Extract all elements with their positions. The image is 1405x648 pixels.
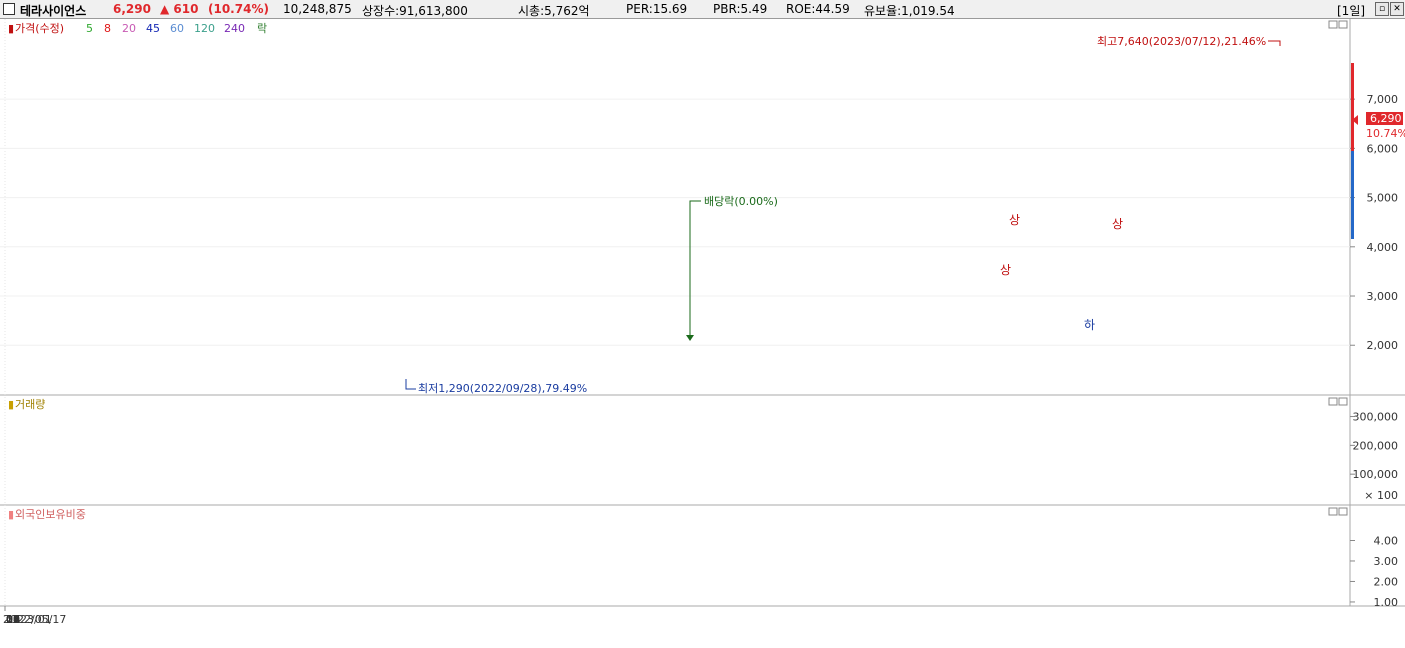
legend-ex-dividend: 락 (257, 22, 267, 35)
volume-tick-label: 200,000 (1353, 439, 1399, 452)
panel-minimize-icon[interactable] (1328, 20, 1338, 29)
grid-lines (0, 19, 1350, 606)
x-tick-label: 2022/05/17 (3, 613, 66, 626)
current-price-tag-value: 6,290 (1370, 112, 1402, 125)
price-panel (0, 19, 1350, 395)
legend-ma45: 45 (146, 22, 160, 35)
price-tick-label: 6,000 (1367, 142, 1399, 155)
x-tick-label: 09 (6, 613, 20, 626)
x-tick-label: 11 (6, 613, 20, 626)
dividend-marker-line (689, 200, 701, 338)
annotation-limit-up-1: 상 (1000, 263, 1011, 277)
x-axis-ticks: 2022/05/170708091011122023/0102030405060… (3, 606, 66, 626)
foreign-tick-label: 3.00 (1374, 555, 1399, 568)
legend-foreign-label: 외국인보유비중 (15, 508, 86, 521)
foreign-tick-label: 1.00 (1374, 596, 1399, 609)
legend-ma5: 5 (86, 22, 93, 35)
y-axis-ticks: 7,000 6,000 5,000 4,000 3,000 2,000 300,000 200… (1350, 93, 1398, 609)
foreign-tick-label: 2.00 (1374, 575, 1399, 588)
dividend-arrow-icon (686, 335, 694, 341)
current-price-tag-pct: 10.74% (1366, 127, 1405, 140)
price-change-pct: (10.74%) (208, 2, 269, 16)
volume-panel-minimize-icon[interactable] (1328, 397, 1338, 406)
market-cap: 시총:5,762억 (518, 4, 590, 18)
listed-shares: 상장수:91,613,800 (362, 4, 468, 18)
current-price: 6,290 (113, 2, 151, 16)
legend-ma8: 8 (104, 22, 111, 35)
x-tick-label: 07 (6, 613, 20, 626)
annotation-high: 최고7,640(2023/07/12),21.46% (1097, 35, 1266, 48)
retention-ratio: 유보율:1,019.54 (864, 4, 955, 18)
price-tick-label: 7,000 (1367, 93, 1399, 106)
price-range-down-bar (1351, 151, 1354, 239)
annotation-limit-up-2: 상 (1009, 213, 1020, 227)
foreign-panel-minimize-icon[interactable] (1328, 507, 1338, 516)
legend-foreign-marker: ▮ (8, 508, 14, 521)
volume-tick-label: 300,000 (1353, 411, 1399, 424)
legend-ma120: 120 (194, 22, 215, 35)
annotation-limit-down: 하 (1084, 318, 1095, 332)
maximize-icon[interactable]: ▫ (1375, 2, 1389, 16)
volume-tick-label: 100,000 (1353, 468, 1399, 481)
annotation-limit-up-3: 상 (1112, 217, 1123, 231)
price-change: ▲ 610 (160, 2, 199, 16)
trade-volume: 10,248,875 (283, 2, 352, 16)
x-tick-label: 12 (6, 613, 20, 626)
price-tick-label: 2,000 (1367, 339, 1399, 352)
high-arrow-icon (1268, 40, 1281, 46)
pbr-value: PBR:5.49 (713, 2, 768, 16)
low-arrow-icon (405, 379, 416, 390)
x-tick-label: 08 (6, 613, 20, 626)
x-tick-label: 06 (6, 613, 20, 626)
title-bar: 테라사이언스 6,290 ▲ 610 (10.74%) 10,248,875 상… (0, 0, 1405, 19)
legend-marker: ▮ (8, 22, 14, 35)
legend-ma20: 20 (122, 22, 136, 35)
legend-volume-marker: ▮ (8, 398, 14, 411)
current-price-tag (1366, 112, 1403, 125)
x-tick-label: 03 (6, 613, 20, 626)
roe-value: ROE:44.59 (786, 2, 850, 16)
foreign-tick-label: 4.00 (1374, 534, 1399, 547)
current-price-pointer-icon (1352, 115, 1358, 125)
close-icon[interactable]: ✕ (1390, 2, 1404, 16)
x-tick-label: 07 (6, 613, 20, 626)
select-checkbox[interactable] (3, 3, 15, 15)
x-tick-label: 04 (6, 613, 20, 626)
timeframe-selector[interactable]: [1일] (1337, 4, 1366, 18)
legend-price-label: 가격(수정) (15, 22, 64, 35)
x-tick-label: 02 (6, 613, 20, 626)
price-range-up-bar (1351, 63, 1354, 151)
price-tick-label: 4,000 (1367, 241, 1399, 254)
x-tick-label: 2023/01 (6, 613, 52, 626)
annotation-low: 최저1,290(2022/09/28),79.49% (418, 382, 587, 395)
legend-ma240: 240 (224, 22, 245, 35)
stock-name: 테라사이언스 (20, 4, 87, 18)
price-tick-label: 3,000 (1367, 290, 1399, 303)
foreign-panel-close-icon[interactable] (1338, 507, 1348, 516)
panel-close-icon[interactable] (1338, 20, 1348, 29)
x-tick-label: 10 (6, 613, 20, 626)
x-tick-label: 05 (6, 613, 20, 626)
legend-volume-label: 거래량 (15, 398, 45, 411)
per-value: PER:15.69 (626, 2, 688, 16)
price-tick-label: 5,000 (1367, 192, 1399, 205)
legend-ma60: 60 (170, 22, 184, 35)
volume-unit-label: × 100 (1364, 489, 1398, 502)
volume-panel-close-icon[interactable] (1338, 397, 1348, 406)
annotation-dividend: 배당락(0.00%) (704, 195, 778, 208)
